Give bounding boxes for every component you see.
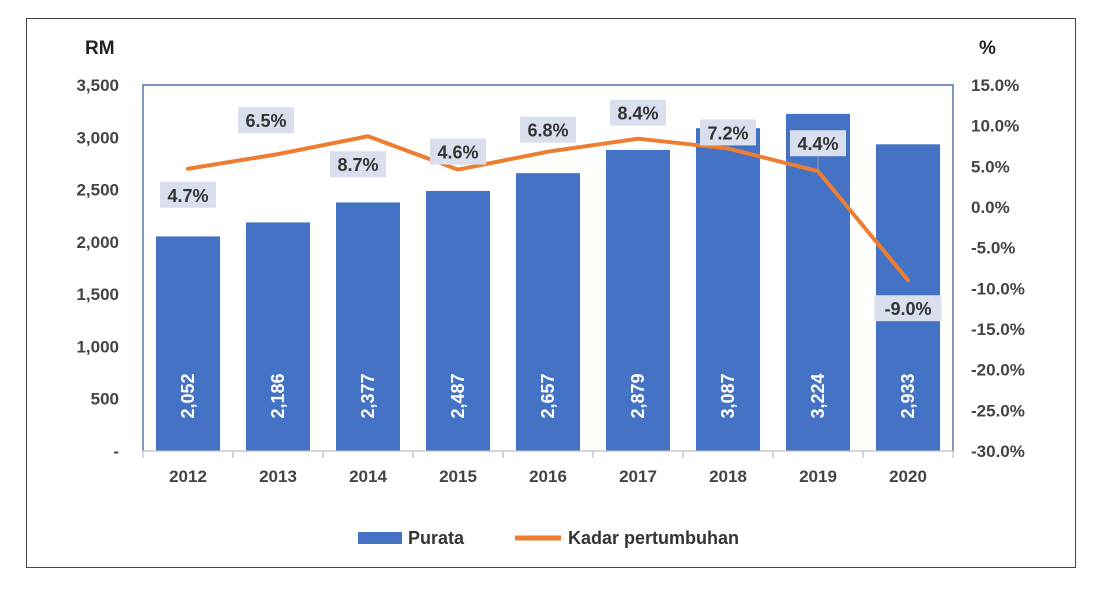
line-label-box-2018 xyxy=(700,119,756,146)
bar-label-2012: 2,052 xyxy=(178,373,198,418)
x-tick-label-2012: 2012 xyxy=(169,467,207,486)
right-tick-label: -10.0% xyxy=(971,279,1025,298)
right-tick-label: 5.0% xyxy=(971,157,1010,176)
bar-label-2019: 3,224 xyxy=(808,373,828,418)
line-label-box-2019 xyxy=(790,130,846,157)
x-tick-label-2013: 2013 xyxy=(259,467,297,486)
bar-label-2015: 2,487 xyxy=(448,373,468,418)
right-tick-label: -5.0% xyxy=(971,239,1015,258)
left-tick-label: 1,000 xyxy=(76,337,119,356)
legend-swatch-purata xyxy=(358,532,402,544)
legend: Purata Kadar pertumbuhan xyxy=(358,528,739,548)
x-tick-label-2016: 2016 xyxy=(529,467,567,486)
line-label-2018: 7.2% xyxy=(707,123,748,143)
left-tick-label: - xyxy=(113,442,119,461)
x-tick-label-2015: 2015 xyxy=(439,467,477,486)
left-tick-label: 3,000 xyxy=(76,128,119,147)
bar-2014 xyxy=(336,202,400,451)
bar-label-2014: 2,377 xyxy=(358,373,378,418)
line-label-box-2017 xyxy=(610,99,666,126)
chart-frame: 2,052 2,186 2,377 2,487 2,657 2,879 3,087 3,224… xyxy=(26,18,1076,568)
x-tick-label-2019: 2019 xyxy=(799,467,837,486)
line-label-2012: 4.7% xyxy=(167,186,208,206)
bar-2015 xyxy=(426,190,490,452)
left-axis-unit: RM xyxy=(85,38,115,59)
combo-chart: 2,052 2,186 2,377 2,487 2,657 2,879 3,087 3,224… xyxy=(76,38,1024,548)
left-tick-label: 2,000 xyxy=(76,233,119,252)
line-series-kadar-pertumbuhan xyxy=(186,134,910,283)
bar-value-labels: 2,052 2,186 2,377 2,487 2,657 2,879 3,087 3,224… xyxy=(178,373,918,418)
bar-label-2016: 2,657 xyxy=(538,373,558,418)
x-tick-label-2017: 2017 xyxy=(619,467,657,486)
left-tick-label: 2,500 xyxy=(76,181,119,200)
growth-line xyxy=(186,134,910,283)
bar-label-2013: 2,186 xyxy=(268,373,288,418)
bar-2018 xyxy=(696,128,760,452)
line-value-labels: 4.7% 6.5% 8.7% 4.6% 6.8% 8.4% 7.2% 4.4% -9.0% xyxy=(160,99,942,322)
bar-2017 xyxy=(606,149,670,452)
x-tick-label-2018: 2018 xyxy=(709,467,747,486)
line-label-2019: 4.4% xyxy=(797,134,838,154)
line-label-2014: 8.7% xyxy=(337,155,378,175)
line-label-box-2015 xyxy=(430,138,486,165)
right-tick-label: -15.0% xyxy=(971,320,1025,339)
line-label-box-2013 xyxy=(238,107,294,134)
legend-label-purata: Purata xyxy=(408,528,465,548)
x-tick-label-2020: 2020 xyxy=(889,467,927,486)
right-tick-label: 15.0% xyxy=(971,76,1019,95)
right-tick-label: 10.0% xyxy=(971,117,1019,136)
line-label-2015: 4.6% xyxy=(437,143,478,163)
legend-label-kadar-pertumbuhan: Kadar pertumbuhan xyxy=(568,528,739,548)
line-label-box-2020 xyxy=(874,295,942,322)
plot-area-border xyxy=(142,84,954,451)
bar-2016 xyxy=(516,173,580,451)
line-label-box-2014 xyxy=(330,151,386,178)
line-label-2016: 6.8% xyxy=(527,121,568,141)
bar-label-2017: 2,879 xyxy=(628,373,648,418)
line-label-box-2016 xyxy=(520,116,576,143)
bar-2013 xyxy=(246,222,310,451)
line-label-2013: 6.5% xyxy=(245,111,286,131)
line-label-2017: 8.4% xyxy=(617,104,658,124)
line-label-box-2012 xyxy=(160,181,216,208)
right-tick-label: -30.0% xyxy=(971,442,1025,461)
bar-label-2018: 3,087 xyxy=(718,373,738,418)
right-axis-unit: % xyxy=(979,38,996,59)
chart-axes: 2012 2013 2014 2015 2016 2017 2018 2019 2020 - 500… xyxy=(76,76,1024,486)
left-tick-label: 3,500 xyxy=(76,76,119,95)
right-tick-label: 0.0% xyxy=(971,198,1010,217)
bar-label-2020: 2,933 xyxy=(898,373,918,418)
left-tick-label: 500 xyxy=(91,390,119,409)
right-tick-label: -25.0% xyxy=(971,401,1025,420)
left-tick-label: 1,500 xyxy=(76,285,119,304)
right-tick-label: -20.0% xyxy=(971,361,1025,380)
bar-2012 xyxy=(156,236,220,451)
x-tick-label-2014: 2014 xyxy=(349,467,387,486)
line-label-2020: -9.0% xyxy=(884,299,931,319)
